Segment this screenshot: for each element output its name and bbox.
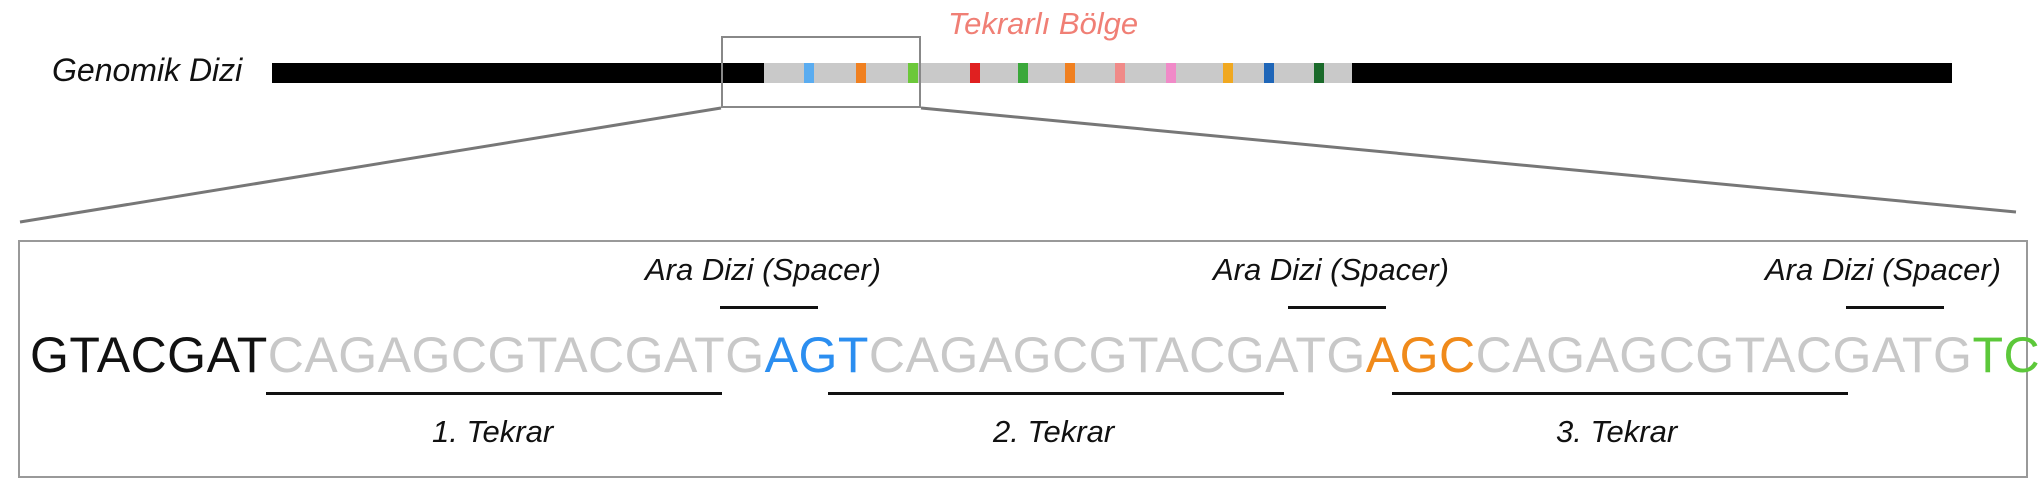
spacer-sequence-1: AGT: [764, 327, 869, 383]
spacer-label-2: Ara Dizi (Spacer): [1213, 252, 1449, 287]
spacer-marker-8: [1166, 63, 1176, 83]
zoom-selection-box: [721, 36, 921, 108]
spacer-marker-11: [1314, 63, 1324, 83]
detail-panel: [18, 240, 2028, 478]
zoom-connector-left: [19, 106, 722, 224]
spacer-line-1: [720, 306, 818, 309]
spacer-marker-5: [1018, 63, 1028, 83]
spacer-sequence-3: TCA: [1972, 327, 2038, 383]
repeat-line-2: [828, 392, 1284, 395]
repeat-label-3: 3. Tekrar: [1556, 414, 1678, 449]
leader-sequence: GTACGAT: [30, 327, 268, 383]
genome-flank-right: [1352, 63, 1952, 83]
genomic-sequence-label: Genomik Dizi: [52, 52, 243, 88]
spacer-label-1: Ara Dizi (Spacer): [645, 252, 881, 287]
repeat-region-title: Tekrarlı Bölge: [948, 6, 1139, 41]
spacer-line-2: [1288, 306, 1386, 309]
spacer-label-3: Ara Dizi (Spacer): [1765, 252, 2001, 287]
genome-bar: [272, 63, 1952, 83]
genome-flank-left: [272, 63, 764, 83]
spacer-marker-3: [908, 63, 918, 83]
repeat-region: [764, 63, 1352, 83]
spacer-marker-7: [1115, 63, 1125, 83]
spacer-marker-2: [856, 63, 866, 83]
spacer-marker-10: [1264, 63, 1274, 83]
repeat-sequence-2: CAGAGCGTACGATG: [868, 327, 1366, 383]
zoom-connector-right: [920, 106, 2017, 214]
spacer-sequence-2: AGC: [1365, 327, 1476, 383]
repeat-label-1: 1. Tekrar: [432, 414, 554, 449]
repeat-sequence-3: CAGAGCGTACGATG: [1475, 327, 1973, 383]
repeat-line-3: [1392, 392, 1848, 395]
crispr-sequence: GTACGATCAGAGCGTACGATGAGTCAGAGCGTACGATGAG…: [30, 326, 2038, 384]
spacer-marker-1: [804, 63, 814, 83]
spacer-line-3: [1846, 306, 1944, 309]
repeat-label-2: 2. Tekrar: [993, 414, 1115, 449]
repeat-line-1: [266, 392, 722, 395]
spacer-marker-6: [1065, 63, 1075, 83]
repeat-sequence-1: CAGAGCGTACGATG: [267, 327, 765, 383]
spacer-marker-9: [1223, 63, 1233, 83]
spacer-marker-4: [970, 63, 980, 83]
